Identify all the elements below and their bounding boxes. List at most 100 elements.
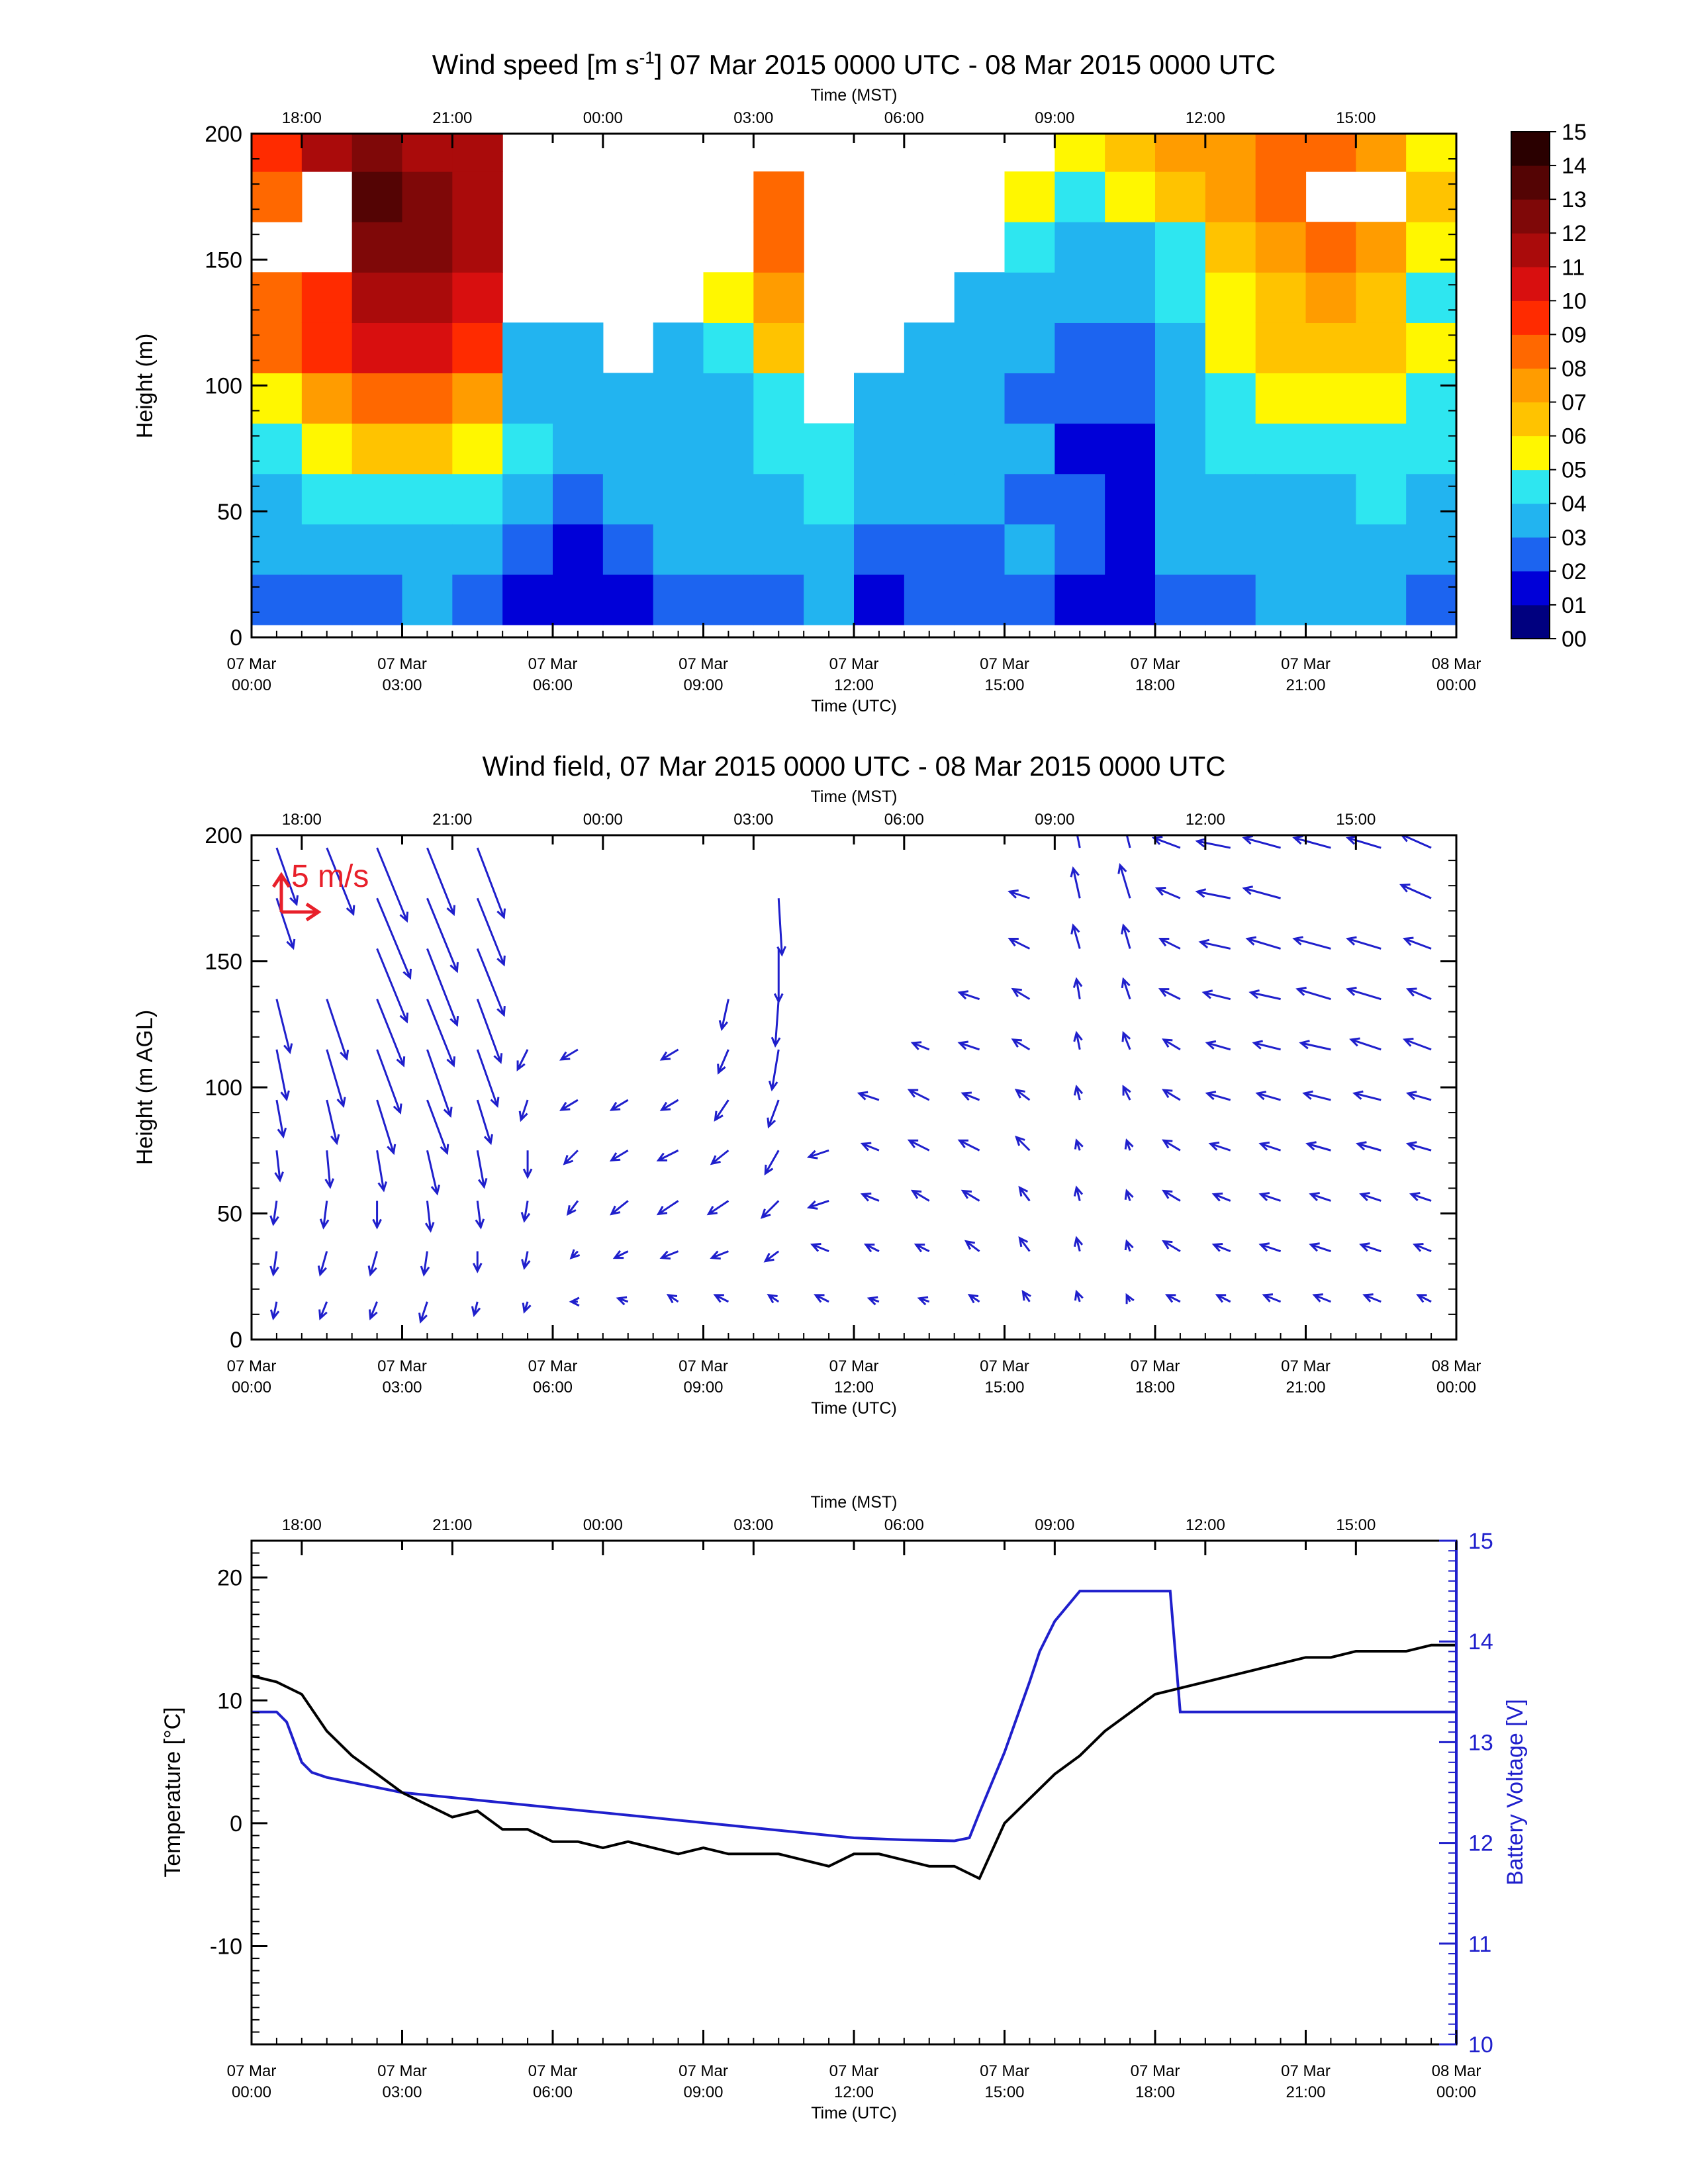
height-tick-label: 50 bbox=[217, 1202, 242, 1227]
mst-axis-label: Time (MST) bbox=[811, 788, 898, 806]
utc-tick-date: 07 Mar bbox=[980, 1357, 1029, 1375]
wind-vector bbox=[476, 999, 503, 1064]
wind-vector bbox=[1309, 1192, 1331, 1202]
wind-vector bbox=[776, 898, 786, 957]
utc-tick-date: 07 Mar bbox=[1281, 2062, 1331, 2080]
wind-vector bbox=[319, 1201, 330, 1230]
heatmap-cell bbox=[1305, 574, 1356, 625]
wind-vector bbox=[1255, 1091, 1281, 1101]
wind-vector bbox=[1399, 884, 1432, 899]
heatmap-cell bbox=[1406, 423, 1456, 475]
utc-tick-time: 15:00 bbox=[984, 1379, 1024, 1396]
heatmap-cell bbox=[352, 134, 403, 172]
heatmap-cell bbox=[653, 523, 704, 575]
utc-tick-time: 09:00 bbox=[683, 1379, 723, 1396]
utc-tick-date: 07 Mar bbox=[377, 655, 427, 673]
wind-vector bbox=[1074, 1138, 1084, 1151]
battery-tick-label: 14 bbox=[1468, 1629, 1493, 1655]
mst-tick-label: 00:00 bbox=[583, 811, 623, 829]
wind-vector bbox=[1416, 1294, 1432, 1303]
wind-vector bbox=[910, 1189, 930, 1202]
wind-vector bbox=[521, 1251, 531, 1270]
heatmap-cell bbox=[1356, 373, 1407, 424]
heatmap-cell bbox=[1155, 222, 1206, 273]
utc-tick-time: 12:00 bbox=[834, 2083, 874, 2101]
heatmap-cell bbox=[553, 322, 604, 374]
wind-vector bbox=[1258, 1242, 1282, 1253]
height-tick-label: 100 bbox=[205, 374, 242, 399]
heatmap-cell bbox=[352, 423, 403, 475]
wind-vector bbox=[1124, 1138, 1134, 1151]
mst-tick-label: 15:00 bbox=[1336, 811, 1376, 829]
utc-tick-date: 07 Mar bbox=[1281, 655, 1331, 673]
wind-vector bbox=[964, 1240, 980, 1252]
colorbar-swatch bbox=[1511, 570, 1550, 606]
heatmap-cell bbox=[904, 473, 955, 525]
wind-vector bbox=[768, 1049, 780, 1092]
wind-vector bbox=[1412, 1243, 1432, 1253]
heatmap-cell bbox=[402, 272, 453, 323]
colorbar-label: 08 bbox=[1562, 356, 1587, 381]
heatmap-cell bbox=[402, 423, 453, 475]
colorbar-label: 09 bbox=[1562, 322, 1587, 347]
heatmap-cell bbox=[1255, 322, 1307, 374]
wind-vector bbox=[1070, 866, 1081, 899]
heatmap-cell bbox=[452, 423, 503, 475]
wind-vector bbox=[1021, 1290, 1031, 1302]
wind-vector bbox=[1242, 835, 1281, 849]
wind-vector bbox=[376, 897, 412, 980]
heatmap-cell bbox=[1205, 272, 1256, 323]
heatmap-cell bbox=[452, 322, 503, 374]
wind-vector bbox=[917, 1296, 930, 1306]
wind-vector bbox=[1162, 1240, 1181, 1252]
heatmap-cell bbox=[904, 523, 955, 575]
heatmap-cell bbox=[1055, 171, 1105, 222]
wind-vector bbox=[1151, 836, 1181, 849]
wind-speed-heatmap bbox=[252, 134, 1456, 625]
heatmap-cell bbox=[252, 373, 303, 424]
heatmap-cell bbox=[301, 523, 353, 575]
colorbar-swatch bbox=[1511, 199, 1550, 234]
wind-vector bbox=[426, 1049, 453, 1118]
wind-vector bbox=[1309, 1242, 1331, 1253]
wind-vector bbox=[420, 1251, 430, 1277]
wind-vector bbox=[563, 1150, 579, 1165]
utc-tick-time: 12:00 bbox=[834, 676, 874, 694]
heatmap-cell bbox=[904, 574, 955, 625]
wind-vector bbox=[1201, 989, 1231, 1001]
heatmap-cell bbox=[452, 523, 503, 575]
utc-tick-time: 18:00 bbox=[1135, 1379, 1175, 1396]
heatmap-cell bbox=[1255, 373, 1307, 424]
utc-tick-date: 07 Mar bbox=[227, 2062, 277, 2080]
wind-vector bbox=[610, 1200, 629, 1216]
colorbar-swatch bbox=[1511, 368, 1550, 403]
wind-vector bbox=[1121, 977, 1131, 1000]
utc-tick-date: 07 Mar bbox=[227, 1357, 277, 1375]
heatmap-cell bbox=[954, 322, 1006, 374]
wind-vector bbox=[1011, 987, 1031, 1000]
wind-vector bbox=[1125, 1293, 1135, 1304]
wind-vector bbox=[559, 1048, 579, 1061]
utc-tick-time: 03:00 bbox=[382, 2083, 422, 2101]
utc-tick-date: 07 Mar bbox=[1281, 1357, 1331, 1375]
mst-tick-label: 15:00 bbox=[1336, 1516, 1376, 1534]
wind-vector bbox=[957, 1139, 980, 1152]
heatmap-cell bbox=[954, 523, 1006, 575]
utc-tick-time: 09:00 bbox=[683, 676, 723, 694]
mst-tick-label: 18:00 bbox=[282, 109, 322, 127]
heatmap-cell bbox=[1105, 222, 1156, 273]
heatmap-cell bbox=[1055, 574, 1105, 625]
wind-vector bbox=[418, 1301, 428, 1324]
heatmap-cell bbox=[1055, 423, 1105, 475]
utc-tick-time: 03:00 bbox=[382, 1379, 422, 1396]
wind-field-title: Wind field, 07 Mar 2015 0000 UTC - 08 Ma… bbox=[483, 751, 1226, 782]
colorbar-swatch bbox=[1511, 132, 1550, 166]
wind-vector bbox=[475, 1201, 485, 1230]
heatmap-cell bbox=[1205, 171, 1256, 222]
wind-vector bbox=[376, 1049, 402, 1115]
wind-vector bbox=[867, 1296, 880, 1306]
wind-vector bbox=[1125, 835, 1131, 848]
wind-vector bbox=[1205, 1091, 1231, 1101]
heatmap-cell bbox=[703, 574, 754, 625]
utc-tick-date: 07 Mar bbox=[528, 655, 578, 673]
